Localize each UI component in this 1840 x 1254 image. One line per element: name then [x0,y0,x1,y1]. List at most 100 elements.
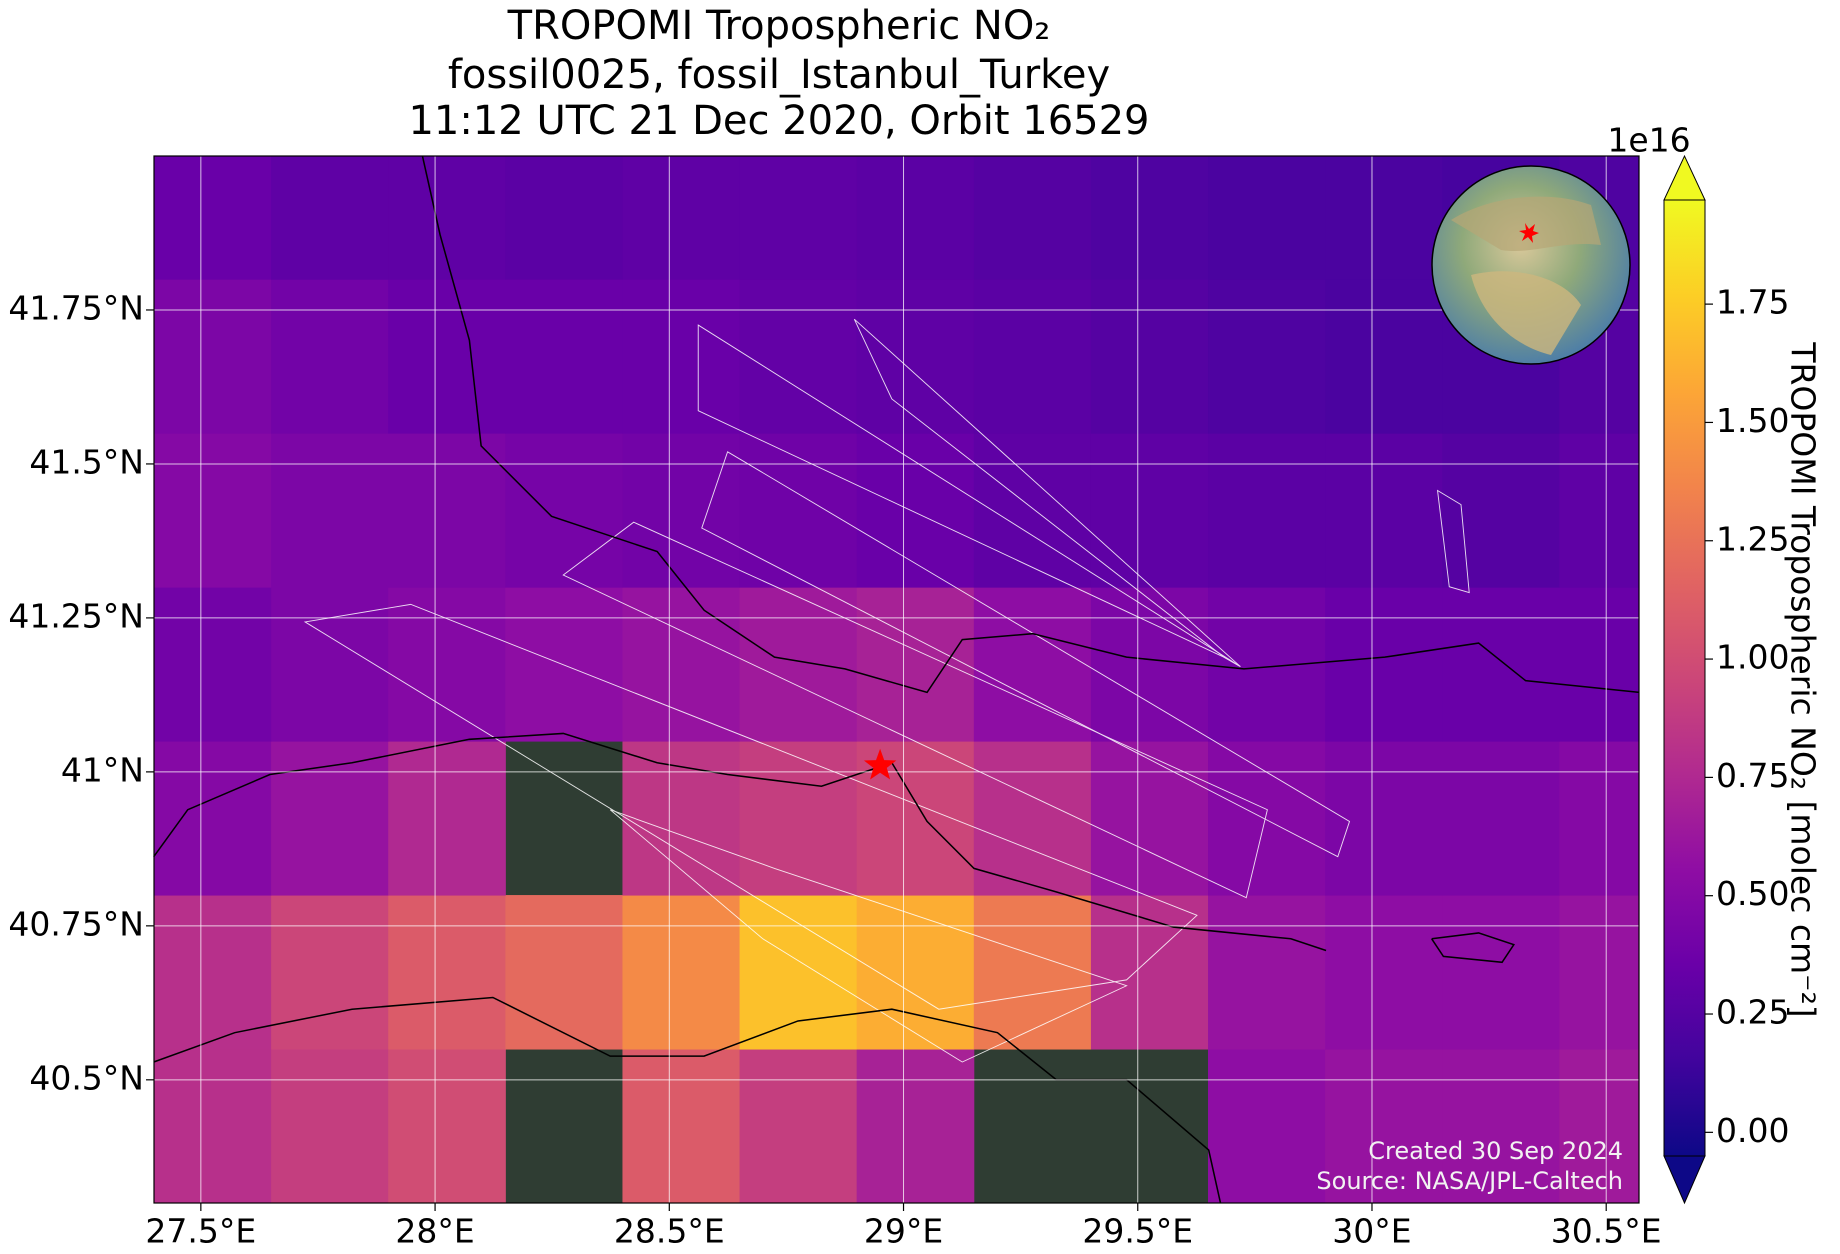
heatmap-cell [739,433,858,588]
heatmap-cell [622,433,741,588]
heatmap-cell [1442,741,1560,896]
heatmap-cell [739,895,858,1050]
heatmap-cell [154,741,272,896]
colorbar-extend-min [1663,1155,1706,1205]
heatmap-cell [271,433,389,588]
heatmap-cell [973,279,1092,434]
heatmap-cell [505,279,623,434]
x-tick-label: 30.5°E [1551,1212,1662,1251]
heatmap-cell [739,279,858,434]
heatmap-cell [1208,1049,1326,1203]
heatmap-cell [622,741,741,896]
y-tick-label: 41.25°N [8,596,144,635]
colorbar-tick-label: 0.00 [1716,1111,1789,1150]
heatmap-cell [1559,895,1639,1050]
title: TROPOMI Tropospheric NO₂ [507,3,1051,49]
colorbar-tick-label: 0.75 [1716,756,1789,795]
heatmap-cell [1208,156,1326,280]
heatmap-cell [1090,895,1209,1050]
heatmap-cell [973,895,1092,1050]
colorbar-label: TROPOMI Tropospheric NO₂ [molec cm⁻²] [1784,341,1823,1017]
colorbar-tick-label: 1.00 [1716,638,1789,677]
heatmap-cell [271,279,389,434]
heatmap-cell [1442,895,1560,1050]
heatmap-cell [1559,587,1639,742]
heatmap-cell [856,279,975,434]
heatmap-cell [856,433,975,588]
heatmap-cell [622,1049,741,1203]
heatmap-cell [1090,156,1209,280]
heatmap-cell [622,279,741,434]
heatmap-cell [739,741,858,896]
x-tick-label: 29.5°E [1082,1212,1193,1251]
colorbar-tick-label: 1.75 [1716,283,1789,322]
heatmap-cell [1208,741,1326,896]
heatmap-cell [388,741,506,896]
colorbar-tick-label: 0.25 [1716,993,1789,1032]
heatmap-cell [388,433,506,588]
heatmap-cell [856,156,975,280]
y-tick-label: 40.5°N [29,1058,144,1097]
heatmap-cell [1325,156,1443,280]
heatmap-cell [388,156,506,280]
heatmap-cell [505,587,623,742]
heatmap-cell [973,433,1092,588]
heatmap-cell [1208,587,1326,742]
heatmap-cell [271,587,389,742]
heatmap-cell [388,895,506,1050]
heatmap-cell [1208,895,1326,1050]
globe-inset [1431,165,1631,365]
heatmap-cell [856,587,975,742]
heatmap-cell [1090,587,1209,742]
heatmap-cell [271,1049,389,1203]
heatmap-cell [505,156,623,280]
heatmap-cell [973,156,1092,280]
heatmap-cell [1208,433,1326,588]
heatmap-cell [739,1049,858,1203]
heatmap-cell [154,156,272,280]
y-tick-label: 41°N [61,750,144,789]
source-note: Source: NASA/JPL-Caltech [1316,1167,1623,1195]
heatmap-cell [622,587,741,742]
heatmap-cell [1442,433,1560,588]
heatmap-cell [1442,1049,1560,1203]
colorbar-exponent: 1e16 [1607,121,1690,160]
heatmap-cell [856,1049,975,1203]
heatmap-cell [271,741,389,896]
heatmap-cell [1559,1049,1639,1203]
colorbar-extend-max [1663,154,1706,201]
heatmap-cell [154,279,272,434]
x-tick-label: 27.5°E [145,1212,256,1251]
heatmap-cell [505,433,623,588]
heatmap-cell [388,587,506,742]
site-marker [863,748,897,780]
heatmap-cell [973,587,1092,742]
plot-frame [153,155,1640,1204]
heatmap-cell [505,895,623,1050]
heatmap-cell [154,587,272,742]
x-tick-label: 28°E [395,1212,474,1251]
heatmap-cell [622,895,741,1050]
heatmap-cell [154,895,272,1050]
heatmap-cell [271,156,389,280]
heatmap-cell [388,279,506,434]
created-note: Created 30 Sep 2024 [1368,1137,1623,1165]
heatmap-cell [1325,1049,1443,1203]
heatmap-cell [388,1049,506,1203]
colorbar [1663,199,1706,1157]
heatmap-cell [1325,587,1443,742]
heatmap-cell [1090,433,1209,588]
heatmap-cell [1559,741,1639,896]
heatmap-cell [1442,587,1560,742]
heatmap-cell [154,433,272,588]
subtitle: fossil0025, fossil_Istanbul_Turkey [448,52,1110,98]
colorbar-tick-label: 1.50 [1716,401,1789,440]
heatmap-cell [1325,895,1443,1050]
heatmap-cell [1559,433,1639,588]
x-tick-label: 29°E [864,1212,943,1251]
heatmap-cell [271,895,389,1050]
heatmap-cell [739,156,858,280]
heatmap-cell [1325,279,1443,434]
heatmap-cell [739,587,858,742]
